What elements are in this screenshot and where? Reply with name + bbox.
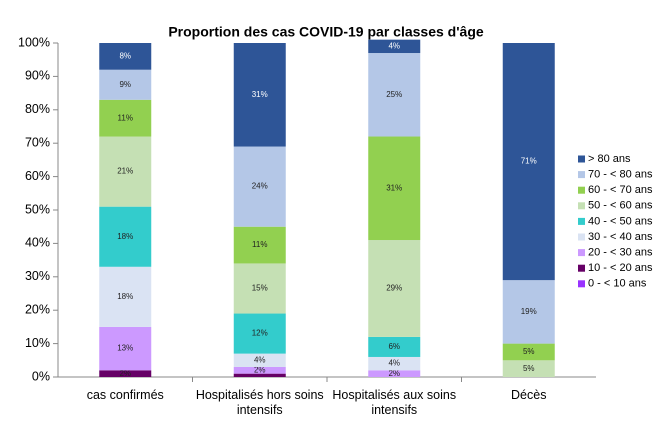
bar-segment xyxy=(99,326,152,371)
bar-segment xyxy=(233,313,286,354)
bar-segment xyxy=(233,263,286,314)
bar-segment xyxy=(502,280,555,344)
legend-swatch xyxy=(578,155,585,163)
data-label: 5% xyxy=(523,364,535,373)
bar-segment xyxy=(233,366,286,374)
chart-title: Proportion des cas COVID-19 par classes … xyxy=(168,24,484,40)
data-label: 4% xyxy=(254,355,266,364)
bar-segment xyxy=(233,373,286,377)
bar-segment xyxy=(502,343,555,361)
bar-segment xyxy=(233,226,286,264)
data-label: 2% xyxy=(388,369,400,378)
data-label: 15% xyxy=(252,284,268,293)
bar-segment xyxy=(368,240,421,337)
data-label: 4% xyxy=(388,41,400,50)
legend-label: 0 - < 10 ans xyxy=(588,278,647,290)
bar-segment xyxy=(368,336,421,357)
y-tick-label: 10% xyxy=(25,336,50,350)
legend-swatch xyxy=(578,233,585,241)
data-label: 5% xyxy=(523,347,535,356)
bar-segment xyxy=(368,356,421,371)
bar-segment xyxy=(368,136,421,241)
legend-swatch xyxy=(578,249,585,257)
bar-segment xyxy=(368,370,421,377)
y-tick-label: 20% xyxy=(25,302,50,316)
data-label: 21% xyxy=(117,167,133,176)
legend-label: 60 - < 70 ans xyxy=(588,184,653,196)
data-label: 13% xyxy=(117,344,133,353)
data-label: 11% xyxy=(252,240,267,249)
legend-swatch xyxy=(578,264,585,272)
bar-segment xyxy=(99,99,152,137)
data-label: 4% xyxy=(388,359,400,368)
y-tick-label: 100% xyxy=(18,35,50,49)
bar-segment xyxy=(233,43,286,147)
bar-segment xyxy=(99,43,152,70)
bar-segment xyxy=(368,39,421,54)
y-tick-label: 40% xyxy=(25,236,50,250)
data-label: 24% xyxy=(252,182,268,191)
legend-swatch xyxy=(578,186,585,194)
legend-label: > 80 ans xyxy=(588,153,631,165)
bar-segment xyxy=(99,69,152,100)
legend-label: 40 - < 50 ans xyxy=(588,215,653,227)
bar-segment xyxy=(233,353,286,367)
y-tick-label: 90% xyxy=(25,69,50,83)
y-tick-label: 30% xyxy=(25,269,50,283)
data-label: 18% xyxy=(117,292,133,301)
bar-segment xyxy=(99,370,152,377)
data-label: 6% xyxy=(388,342,400,351)
legend-label: 70 - < 80 ans xyxy=(588,169,653,181)
legend-swatch xyxy=(578,202,585,210)
data-label: 31% xyxy=(252,90,268,99)
data-label: 12% xyxy=(252,329,268,338)
bar-segment xyxy=(502,360,555,377)
y-tick-label: 70% xyxy=(25,135,50,149)
y-tick-label: 50% xyxy=(25,202,50,216)
data-label: 18% xyxy=(117,232,133,241)
y-tick-label: 0% xyxy=(32,369,50,383)
data-label: 9% xyxy=(119,80,131,89)
bar-segment xyxy=(99,206,152,267)
data-label: 2% xyxy=(254,365,266,374)
y-tick-label: 80% xyxy=(25,102,50,116)
data-label: 8% xyxy=(119,51,131,60)
data-label: 11% xyxy=(118,113,133,122)
legend-label: 10 - < 20 ans xyxy=(588,262,653,274)
x-tick-label: Décès xyxy=(511,388,547,402)
legend-label: 30 - < 40 ans xyxy=(588,231,653,243)
data-label: 2% xyxy=(119,369,131,378)
x-tick-label: Hospitalisés hors soins intensifs xyxy=(195,388,324,417)
data-label: 19% xyxy=(521,307,537,316)
data-label: 31% xyxy=(386,183,402,192)
y-tick-label: 60% xyxy=(25,169,50,183)
data-label: 71% xyxy=(521,157,537,166)
x-tick-label: Hospitalisés aux soins intensifs xyxy=(332,388,457,417)
x-tick-label: cas confirmés xyxy=(86,388,164,402)
bar-segment xyxy=(99,266,152,327)
data-label: 29% xyxy=(386,284,402,293)
legend-swatch xyxy=(578,217,585,225)
bar-segment xyxy=(368,53,421,137)
data-label: 25% xyxy=(386,90,402,99)
legend-swatch xyxy=(578,171,585,179)
bar-segment xyxy=(99,136,152,207)
legend-label: 50 - < 60 ans xyxy=(588,200,653,212)
bar-segment xyxy=(502,43,555,281)
legend-swatch xyxy=(578,280,585,288)
bar-segment xyxy=(233,146,286,227)
legend-label: 20 - < 30 ans xyxy=(588,247,653,259)
